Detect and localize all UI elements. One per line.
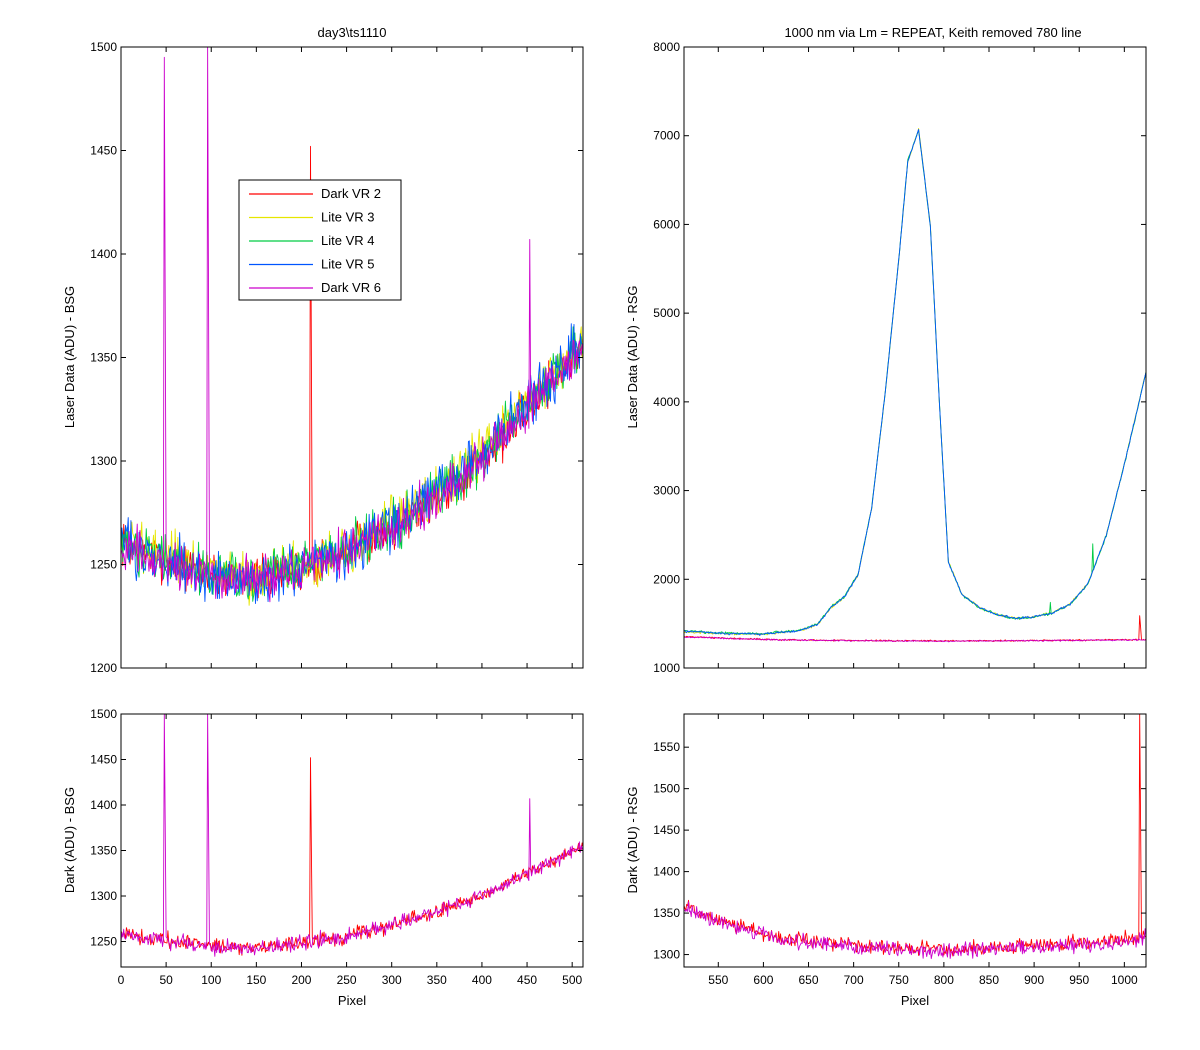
y-tick-label: 1350 <box>653 906 680 920</box>
y-tick-label: 1450 <box>653 823 680 837</box>
series-group <box>121 714 583 957</box>
legend-label: Dark VR 6 <box>321 280 381 295</box>
y-tick-label: 6000 <box>653 217 680 231</box>
y-tick-label: 1300 <box>90 889 117 903</box>
y-tick-label: 4000 <box>653 395 680 409</box>
x-tick-label: 550 <box>708 973 728 987</box>
x-tick-label: 800 <box>934 973 954 987</box>
x-tick-label: 150 <box>246 973 266 987</box>
series-line-lite-vr-5 <box>684 128 1146 636</box>
x-tick-label: 700 <box>844 973 864 987</box>
y-tick-label: 1350 <box>90 844 117 858</box>
axes-frame <box>683 46 1147 669</box>
panel-bottom-right: Dark (ADU) - RSG Pixel 1300 1350 1400 1450 1… <box>625 713 1147 1008</box>
y-tick-label: 1400 <box>90 798 117 812</box>
y-tick-label: 8000 <box>653 40 680 54</box>
y-tick-label: 1550 <box>653 740 680 754</box>
x-axis-label: Pixel <box>338 993 366 1008</box>
x-tick-label: 850 <box>979 973 999 987</box>
y-tick-label: 1250 <box>90 935 117 949</box>
y-tick-label: 2000 <box>653 572 680 586</box>
panel-title: day3\ts1110 <box>318 25 387 40</box>
plot-area <box>684 714 1146 967</box>
x-tick-label: 600 <box>753 973 773 987</box>
x-tick-label: 300 <box>382 973 402 987</box>
y-tick-label: 7000 <box>653 129 680 143</box>
x-tick-label: 900 <box>1024 973 1044 987</box>
legend: Dark VR 2 Lite VR 3 Lite VR 4 Lite VR 5 Dark… <box>238 179 402 301</box>
y-axis-label: Dark (ADU) - RSG <box>625 787 640 894</box>
x-tick-label: 450 <box>517 973 537 987</box>
x-tick-label: 650 <box>799 973 819 987</box>
y-tick-label: 1300 <box>90 454 117 468</box>
y-tick-label: 1500 <box>90 707 117 721</box>
plot-area <box>121 714 583 967</box>
x-tick-label: 400 <box>472 973 492 987</box>
x-tick-label: 50 <box>159 973 173 987</box>
legend-label: Lite VR 5 <box>321 257 374 272</box>
panel-top-left: day3\ts1110 Laser Data (ADU) - BSG 1200 1… <box>62 25 584 675</box>
legend-label: Lite VR 4 <box>321 233 374 248</box>
series-group <box>121 47 583 606</box>
y-tick-label: 1500 <box>90 40 117 54</box>
x-tick-label: 950 <box>1069 973 1089 987</box>
series-line-dark-vr-6 <box>684 901 1146 960</box>
y-tick-label: 1450 <box>90 753 117 767</box>
panel-bottom-left: Dark (ADU) - BSG Pixel 1250 1300 1350 1400 1… <box>62 707 584 1008</box>
y-tick-label: 1450 <box>90 144 117 158</box>
legend-label: Dark VR 2 <box>321 186 381 201</box>
y-tick-label: 1350 <box>90 351 117 365</box>
y-tick-label: 1400 <box>90 247 117 261</box>
y-axis-label: Laser Data (ADU) - BSG <box>62 286 77 428</box>
y-tick-label: 5000 <box>653 306 680 320</box>
y-axis-label: Laser Data (ADU) - RSG <box>625 285 640 428</box>
plot-area <box>684 47 1146 668</box>
y-tick-label: 3000 <box>653 484 680 498</box>
x-tick-label: 750 <box>889 973 909 987</box>
y-tick-label: 1300 <box>653 948 680 962</box>
y-tick-label: 1500 <box>653 782 680 796</box>
x-tick-label: 350 <box>427 973 447 987</box>
y-axis-label: Dark (ADU) - BSG <box>62 787 77 893</box>
x-tick-label: 500 <box>562 973 582 987</box>
x-tick-label: 0 <box>118 973 125 987</box>
legend-label: Lite VR 3 <box>321 210 374 225</box>
x-axis-label: Pixel <box>901 993 929 1008</box>
y-tick-label: 1000 <box>653 661 680 675</box>
axes-frame <box>683 713 1147 968</box>
panel-top-right: 1000 nm via Lm = REPEAT, Keith removed 7… <box>625 25 1147 675</box>
y-tick-label: 1250 <box>90 558 117 572</box>
y-tick-label: 1400 <box>653 865 680 879</box>
series-group <box>684 127 1146 643</box>
series-group <box>684 714 1146 960</box>
x-tick-label: 1000 <box>1111 973 1138 987</box>
series-line-dark-vr-6 <box>121 47 583 603</box>
legend-box <box>238 179 402 301</box>
x-tick-label: 250 <box>337 973 357 987</box>
x-tick-label: 100 <box>201 973 221 987</box>
y-tick-label: 1200 <box>90 661 117 675</box>
x-tick-label: 200 <box>291 973 311 987</box>
panel-title: 1000 nm via Lm = REPEAT, Keith removed 7… <box>784 25 1081 40</box>
axes-frame <box>120 713 584 968</box>
series-line-dark-vr-6 <box>684 636 1146 643</box>
series-line-dark-vr-6 <box>121 714 583 957</box>
